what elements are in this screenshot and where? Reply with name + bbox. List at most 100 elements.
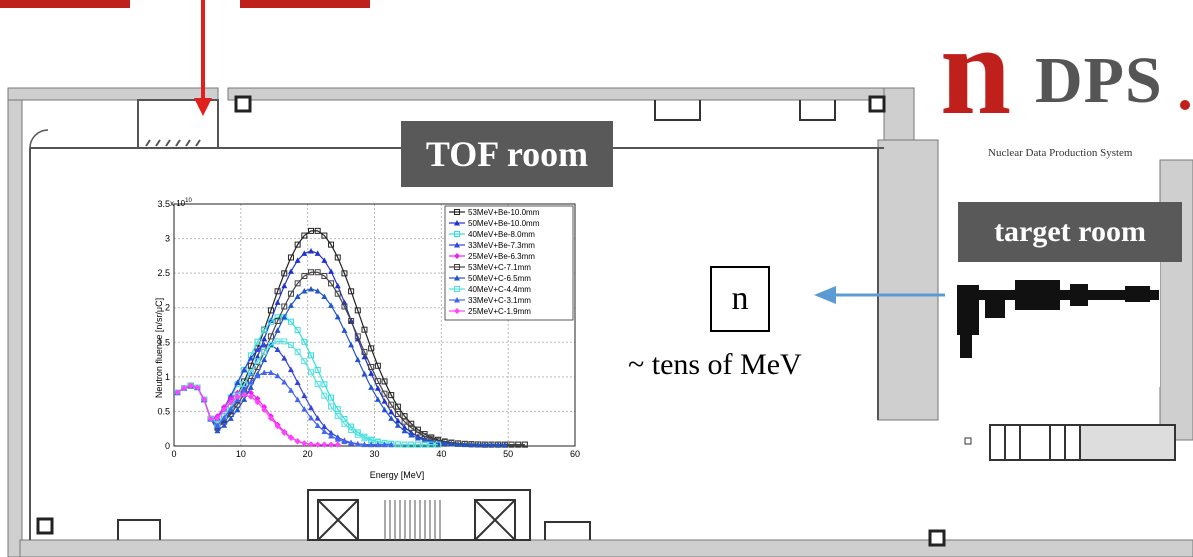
data-point — [294, 438, 301, 445]
data-point — [308, 369, 315, 376]
data-point — [468, 441, 475, 448]
data-point — [261, 406, 268, 413]
data-point — [314, 441, 321, 448]
data-point — [334, 282, 341, 289]
data-point — [508, 441, 515, 448]
logo-subtitle: Nuclear Data Production System — [988, 147, 1133, 159]
data-point — [308, 248, 315, 254]
data-point — [294, 293, 301, 300]
data-point — [267, 415, 274, 422]
data-point — [308, 269, 315, 276]
top-wall-mid — [227, 87, 889, 101]
top-wall-right-block — [883, 87, 915, 149]
data-point — [294, 379, 301, 386]
y-tick-label: 0 — [165, 441, 170, 451]
data-point — [301, 440, 308, 447]
logo-letter: n — [940, 0, 1012, 141]
data-point — [361, 435, 368, 442]
data-point — [348, 317, 355, 324]
data-point — [454, 297, 460, 303]
data-point — [454, 231, 460, 237]
beamline — [957, 280, 1159, 358]
data-point — [394, 403, 401, 410]
data-point — [287, 268, 294, 274]
data-point — [294, 348, 301, 355]
data-point — [408, 420, 415, 427]
column — [868, 95, 886, 113]
data-point — [354, 333, 361, 340]
data-point — [287, 302, 294, 308]
data-point — [301, 338, 308, 345]
data-point — [454, 209, 460, 215]
data-point — [401, 427, 408, 434]
data-point — [281, 355, 288, 361]
data-point — [388, 415, 395, 421]
y-multiplier: x 1010 — [170, 198, 192, 208]
data-point — [287, 254, 294, 261]
y-tick-label: 1 — [165, 372, 170, 382]
data-point — [214, 415, 221, 422]
data-point — [214, 427, 221, 434]
data-point — [267, 307, 274, 314]
legend-box — [444, 205, 574, 321]
data-point — [481, 441, 488, 448]
y-tick-label: 0.5 — [157, 406, 170, 416]
data-point — [234, 379, 241, 386]
data-point — [308, 441, 315, 448]
data-point — [408, 441, 415, 448]
data-point — [241, 387, 248, 393]
data-point — [334, 412, 341, 419]
data-point — [454, 220, 460, 226]
data-point — [334, 436, 341, 442]
data-point — [247, 393, 254, 400]
data-point — [254, 358, 261, 365]
data-point — [314, 250, 321, 256]
data-point — [394, 411, 401, 418]
legend-entry: 40MeV+C-4.4mm — [468, 285, 531, 294]
data-point — [321, 273, 328, 280]
data-point — [294, 257, 301, 263]
data-point — [414, 441, 421, 448]
logo-text: DPS — [1035, 44, 1163, 117]
data-point — [221, 422, 228, 428]
data-point — [301, 287, 308, 294]
data-point — [314, 415, 321, 421]
data-point — [341, 438, 348, 445]
data-point — [287, 341, 294, 348]
tof-room-label: TOF room — [401, 121, 613, 187]
data-point — [214, 422, 221, 428]
x-tick-label: 30 — [369, 449, 379, 459]
legend-entry: 50MeV+Be-10.0mm — [468, 219, 540, 228]
data-point — [354, 431, 361, 438]
legend-entry: 33MeV+C-3.1mm — [468, 296, 531, 305]
bottom-wall — [19, 539, 1193, 557]
legend-entry: 25MeV+Be-6.3mm — [468, 252, 535, 261]
data-point — [261, 341, 268, 348]
top-wall-left — [7, 87, 219, 101]
column — [234, 95, 252, 113]
data-point — [448, 440, 455, 447]
data-point — [314, 422, 321, 428]
y-axis-label: Neutron fluence [n/sr/μC] — [154, 298, 164, 398]
data-point — [334, 290, 341, 297]
data-point — [241, 381, 248, 388]
data-point — [301, 273, 308, 280]
data-point — [308, 414, 315, 421]
data-point — [348, 341, 355, 348]
y-tick-label: 2 — [165, 303, 170, 313]
data-point — [207, 415, 214, 422]
data-point — [314, 381, 321, 388]
data-point — [501, 441, 508, 448]
data-point — [221, 414, 228, 421]
data-point — [241, 366, 248, 373]
data-point — [254, 395, 261, 402]
y-tick-label: 3.5 — [157, 199, 170, 209]
data-point — [227, 415, 234, 421]
data-point — [301, 358, 308, 365]
left-wall — [7, 87, 23, 557]
data-point — [321, 428, 328, 434]
data-point — [274, 327, 281, 333]
data-point — [454, 264, 460, 270]
data-point — [454, 242, 460, 248]
